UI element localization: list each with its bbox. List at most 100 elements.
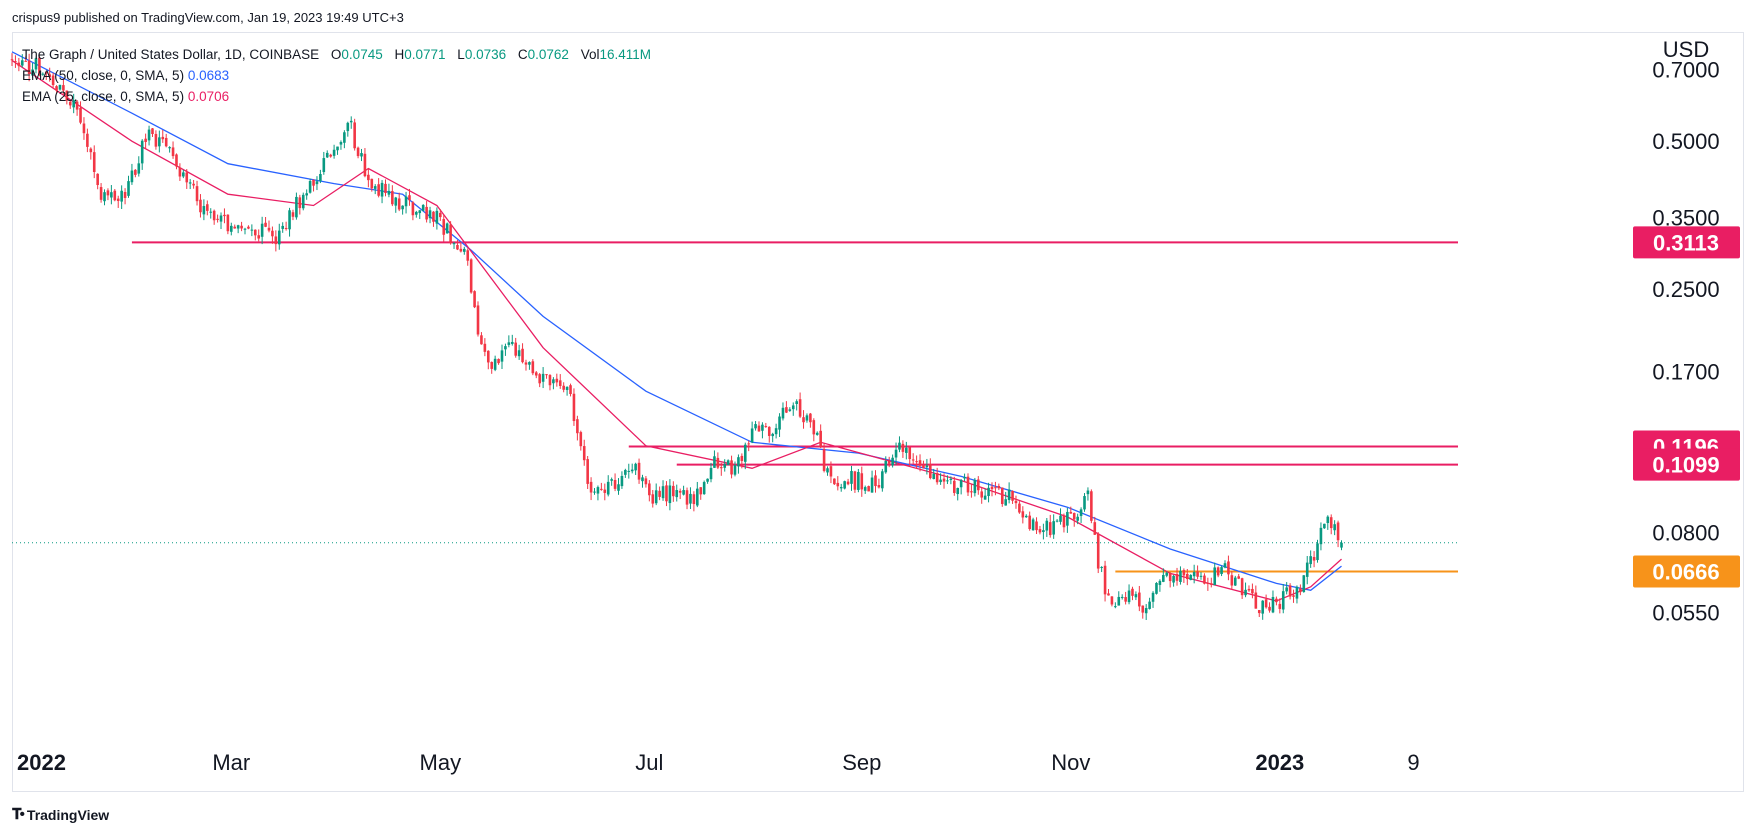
chart-legend: The Graph / United States Dollar, 1D, CO…: [22, 44, 651, 107]
candle: [353, 118, 356, 151]
candle: [1096, 532, 1100, 574]
candle: [857, 469, 860, 493]
candle: [696, 481, 699, 508]
candle: [682, 485, 685, 496]
candle: [288, 207, 291, 237]
candle: [1319, 522, 1323, 551]
candle: [610, 477, 613, 486]
candle: [1182, 568, 1186, 583]
candle: [1227, 555, 1230, 581]
candle: [20, 54, 24, 68]
candle: [295, 192, 298, 220]
candle: [247, 225, 250, 230]
candle: [370, 178, 374, 192]
candle: [14, 55, 17, 68]
candle: [565, 386, 569, 396]
candle: [966, 473, 970, 496]
candle: [627, 463, 631, 479]
candle: [1251, 583, 1254, 599]
candle: [552, 377, 555, 390]
candle: [363, 148, 367, 178]
candle: [504, 343, 507, 356]
candle: [1134, 591, 1138, 601]
candle: [1340, 540, 1343, 551]
candle: [757, 421, 761, 432]
candle: [651, 489, 655, 508]
candle: [733, 461, 737, 477]
candle: [1024, 514, 1028, 518]
candle: [1120, 594, 1124, 600]
chart-frame[interactable]: [12, 32, 1744, 792]
candle: [942, 473, 946, 489]
candle: [469, 258, 473, 294]
candle: [1223, 560, 1227, 569]
candle: [116, 195, 120, 208]
candle: [740, 453, 744, 469]
candle: [737, 454, 740, 474]
candle: [1186, 569, 1189, 586]
price-tick-label: 0.3500: [1652, 205, 1719, 230]
candle: [517, 344, 521, 360]
candle: [44, 71, 48, 81]
ema25-label: EMA (25, close, 0, SMA, 5): [22, 89, 185, 104]
candle: [336, 146, 339, 155]
candle: [298, 194, 302, 215]
candle: [236, 224, 240, 234]
candle: [1055, 519, 1059, 523]
candle: [887, 456, 891, 468]
tradingview-logo[interactable]: 𝐓• TradingView: [12, 806, 109, 823]
candle: [408, 188, 411, 206]
candle: [10, 53, 14, 66]
candle: [113, 188, 117, 202]
candle: [946, 475, 949, 485]
candle: [31, 62, 34, 78]
time-axis[interactable]: 2022 Mar May Jul Sep Nov 2023 9: [17, 750, 1420, 775]
candle: [959, 479, 963, 495]
candle: [1083, 493, 1086, 512]
candle: [853, 470, 857, 493]
candle: [418, 209, 422, 220]
candle: [949, 476, 953, 485]
horizontal-levels: [12, 241, 1458, 573]
candle: [764, 422, 768, 428]
candle: [1281, 584, 1285, 614]
candle: [572, 388, 576, 426]
candle: [877, 478, 881, 489]
candle: [1079, 507, 1083, 523]
tradingview-brand: TradingView: [26, 806, 110, 823]
candle: [778, 413, 781, 437]
candle: [658, 486, 661, 501]
candle: [1233, 575, 1237, 587]
time-tick-label: Nov: [1051, 750, 1090, 775]
candle: [1103, 560, 1107, 602]
candle: [908, 446, 912, 467]
currency-label: USD: [1663, 37, 1709, 62]
candle: [264, 216, 267, 228]
candle: [216, 214, 219, 223]
candle: [38, 54, 41, 77]
candle: [593, 488, 596, 495]
legend-ema25-row[interactable]: EMA (25, close, 0, SMA, 5) 0.0706: [22, 86, 651, 107]
candle: [51, 72, 55, 88]
candle: [898, 436, 901, 453]
candle: [425, 201, 428, 223]
candle: [839, 483, 843, 492]
candle: [199, 194, 202, 218]
candle: [1199, 572, 1203, 580]
candle: [1155, 582, 1158, 595]
open-label: O: [330, 47, 342, 62]
candle: [144, 133, 147, 149]
candle: [538, 372, 541, 388]
candle: [785, 401, 788, 414]
candle: [1275, 596, 1278, 606]
candle: [360, 148, 363, 162]
candle: [774, 423, 778, 439]
candle: [301, 192, 305, 211]
candle: [1110, 596, 1114, 607]
legend-ema50-row[interactable]: EMA (50, close, 0, SMA, 5) 0.0683: [22, 65, 651, 86]
candle: [161, 129, 165, 143]
candle: [387, 183, 391, 198]
candle: [490, 361, 494, 374]
